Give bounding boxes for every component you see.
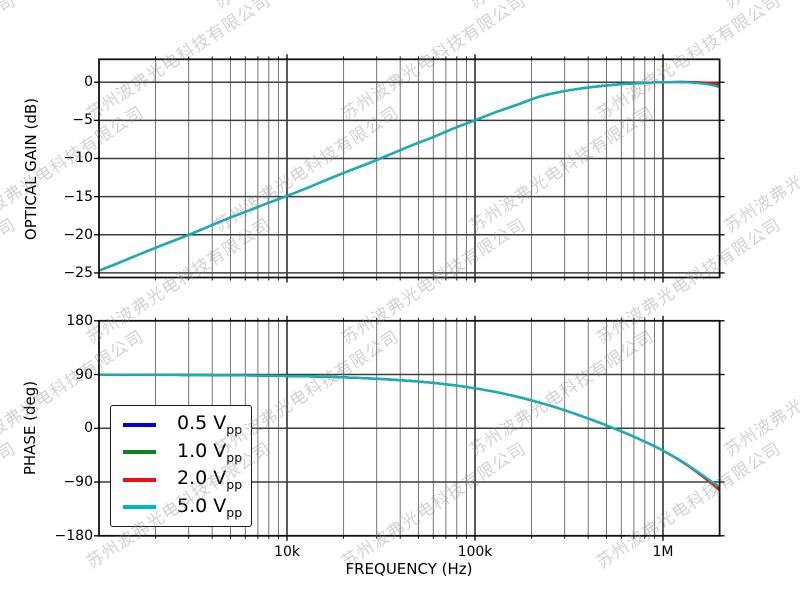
phase-curve-5.0-vpp xyxy=(98,373,721,488)
gain-ytick-label: −10 xyxy=(63,150,93,167)
legend-box: 0.5 Vpp 1.0 Vpp 2.0 Vpp 5.0 Vpp xyxy=(110,405,252,527)
gain-ytick-label: −25 xyxy=(63,264,93,281)
gain-ytick-label: −5 xyxy=(72,112,93,129)
legend-line-sample-red xyxy=(123,477,156,482)
legend-label: 1.0 Vpp xyxy=(177,439,243,465)
legend-entry-2.0vpp: 2.0 Vpp xyxy=(123,467,243,493)
legend-label: 5.0 Vpp xyxy=(177,494,243,520)
axes-spines xyxy=(98,58,721,279)
legend-line-sample-cyan xyxy=(123,505,156,510)
legend-line-sample-green xyxy=(123,450,156,455)
phase-ytick-label: 0 xyxy=(84,420,93,437)
x-tick-label: 100k xyxy=(457,543,493,560)
phase-ytick-label: −90 xyxy=(63,474,93,491)
phase-ytick-label: −180 xyxy=(54,527,93,544)
legend-entry-1.0vpp: 1.0 Vpp xyxy=(123,439,243,465)
legend-entry-0.5vpp: 0.5 Vpp xyxy=(123,412,243,438)
gain-ytick-label: −15 xyxy=(63,188,93,205)
x-tick-label: 1M xyxy=(652,543,674,560)
gain-curve-1.0-vpp xyxy=(98,80,720,272)
x-tick-label: 10k xyxy=(274,543,300,560)
legend-line-sample-blue xyxy=(123,422,156,427)
x-axis-label: FREQUENCY (Hz) xyxy=(345,560,473,578)
gain-plot xyxy=(94,54,725,283)
legend-label: 0.5 Vpp xyxy=(177,412,243,437)
legend-label: 2.0 Vpp xyxy=(177,467,243,493)
legend-entry-5.0vpp: 5.0 Vpp xyxy=(123,494,243,520)
phase-ytick-label: 180 xyxy=(66,312,93,329)
gain-ytick-label: −20 xyxy=(63,226,93,243)
gain-ytick-label: 0 xyxy=(84,74,93,91)
phase-ytick-label: 90 xyxy=(75,366,93,383)
gain-curve-2.0-vpp xyxy=(98,80,720,272)
gain-curve-0.5-vpp xyxy=(98,80,720,272)
gain-curve-5.0-vpp xyxy=(98,80,720,272)
